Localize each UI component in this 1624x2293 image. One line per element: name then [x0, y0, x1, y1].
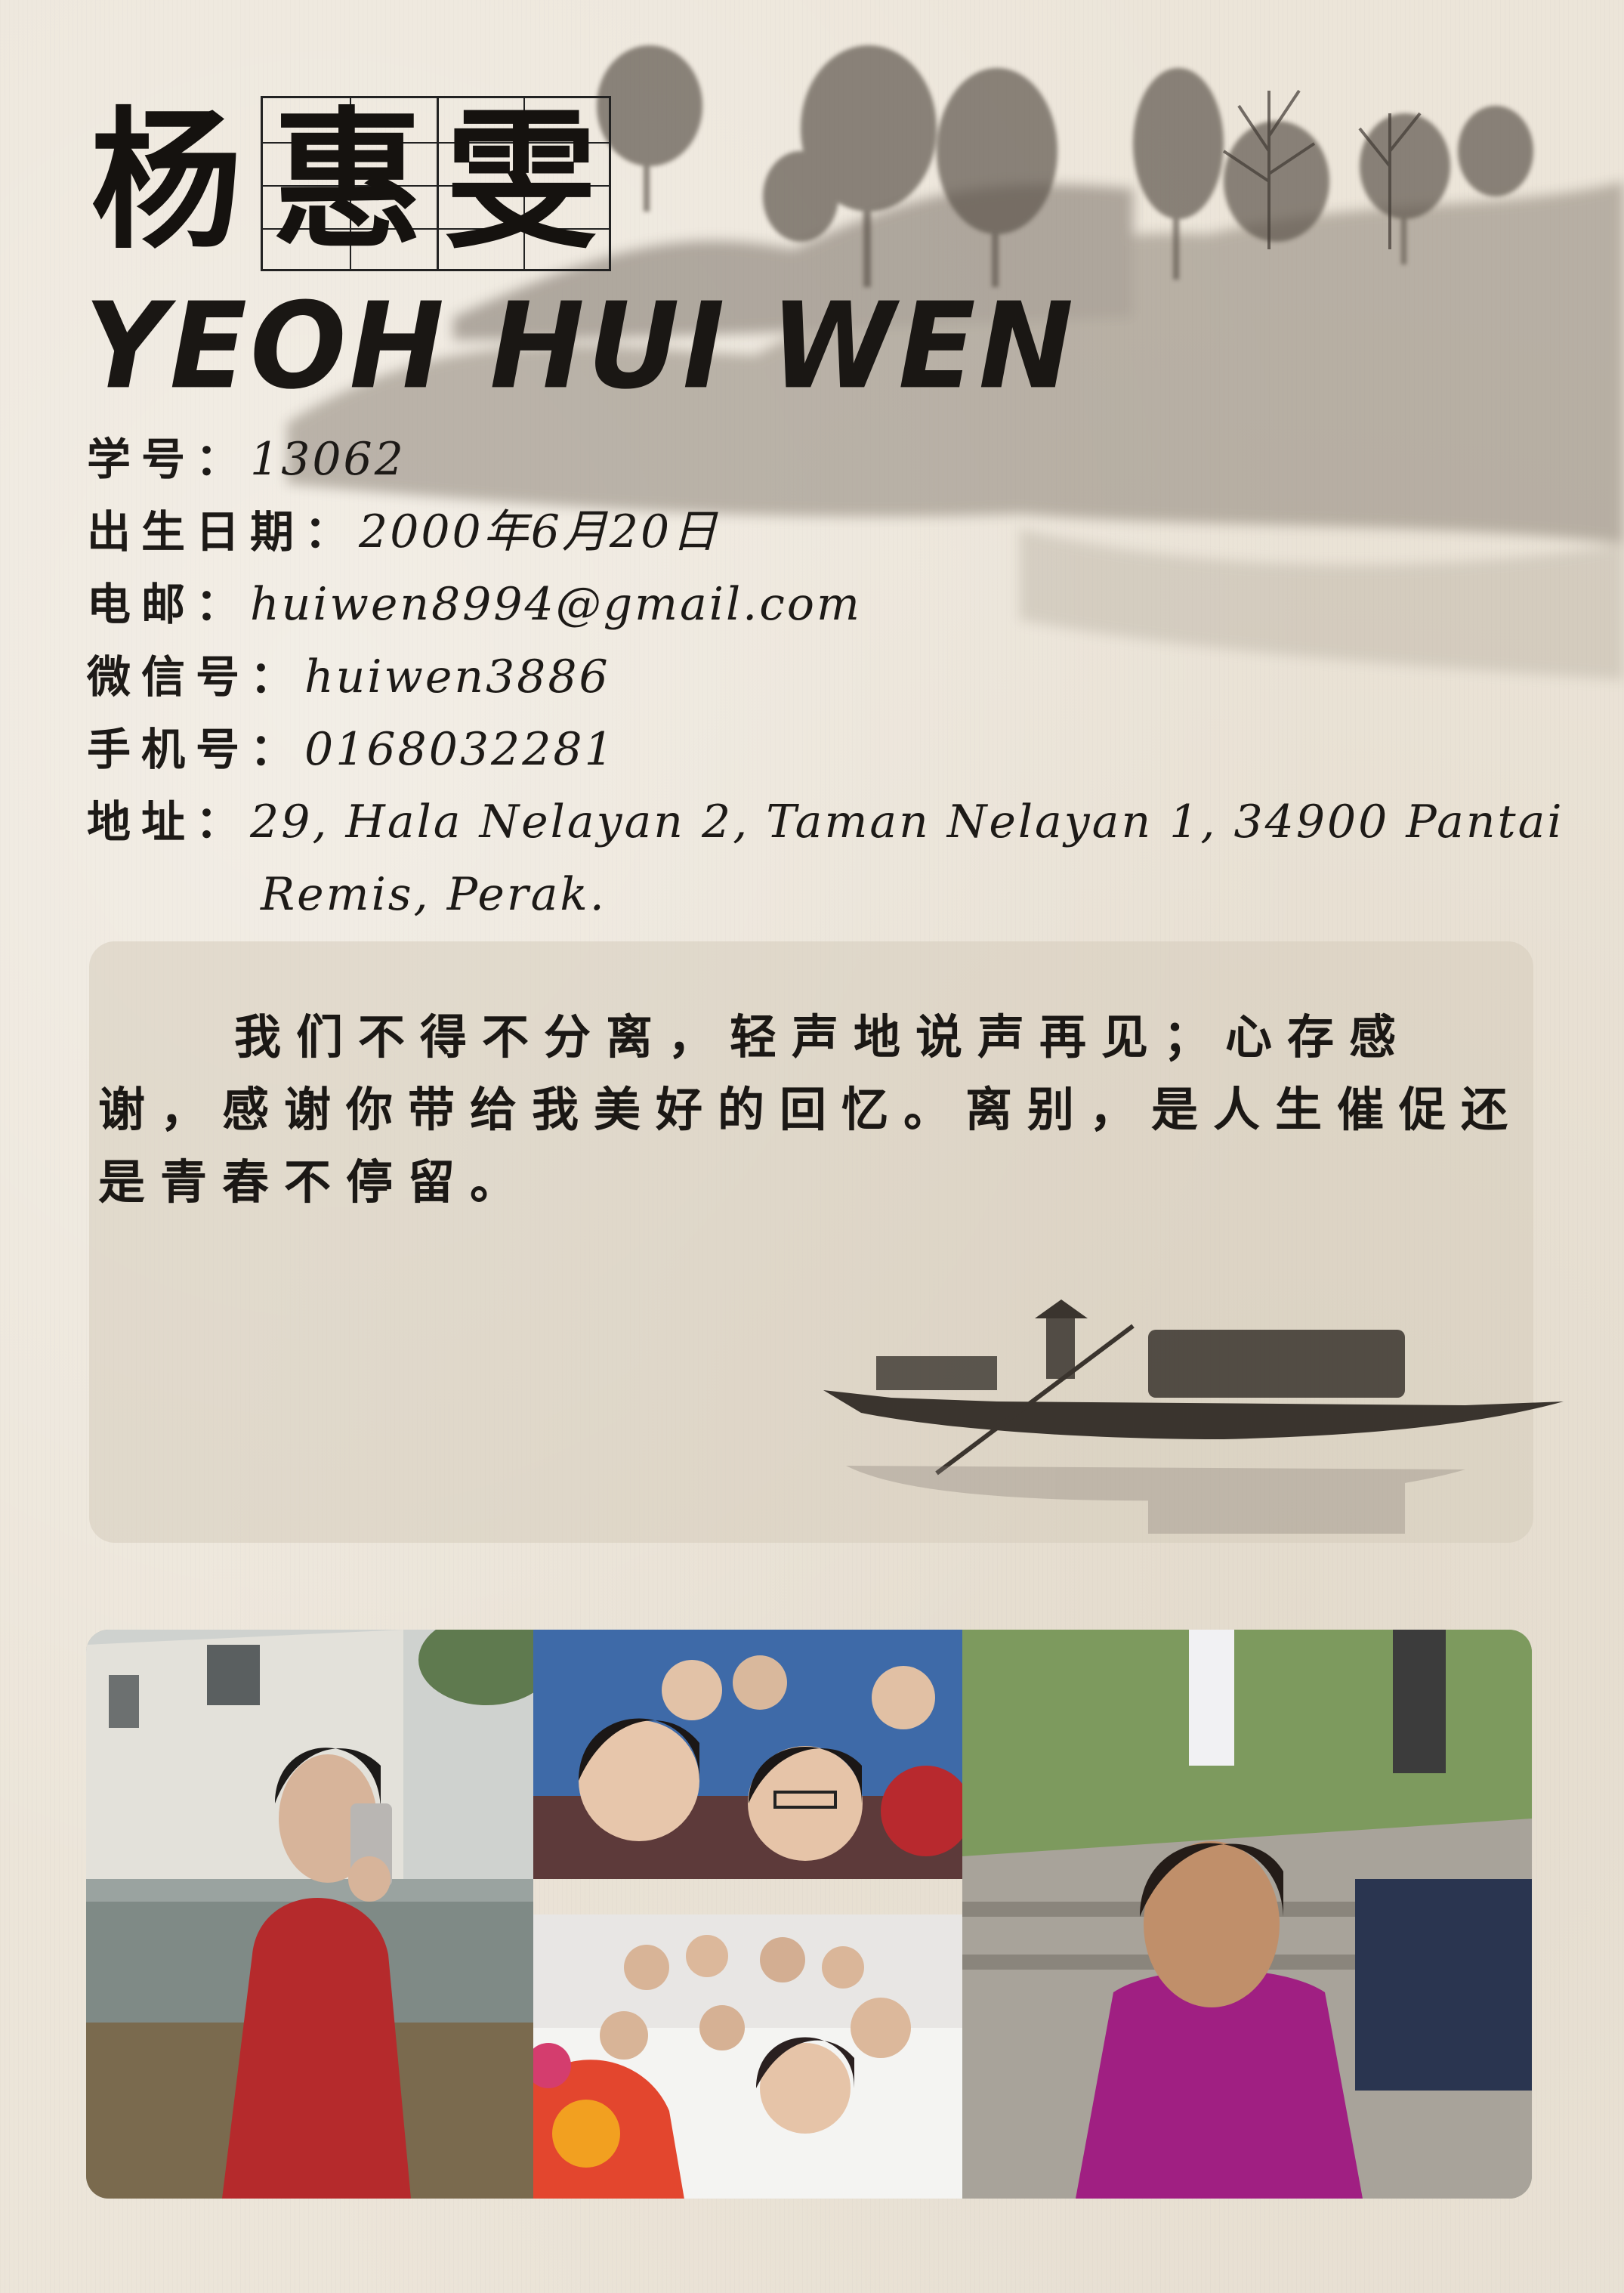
- wechat-row: 微信号： huiwen3886: [87, 641, 1522, 713]
- photo-girl-stadium-image: [962, 1630, 1532, 2199]
- chinese-given-name-2: 雯: [446, 94, 597, 268]
- address-row: 地址： 29, Hala Nelayan 2, Taman Nelayan 1,…: [87, 786, 1522, 858]
- photo-class-group-image: [533, 1914, 962, 2199]
- photo-class-group: [533, 1914, 962, 2199]
- address-line-1: 29, Hala Nelayan 2, Taman Nelayan 1, 349…: [250, 786, 1564, 858]
- photo-middle-column: [533, 1630, 962, 2199]
- chinese-name: 杨 惠 雯: [91, 87, 608, 276]
- email-value: huiwen8994@gmail.com: [250, 568, 862, 641]
- photo-girl-stadium: [962, 1630, 1532, 2199]
- farewell-quote: 我们不得不分离，轻声地说声再见；心存感谢，感谢你带给我美好的回忆。离别，是人生催…: [98, 1001, 1533, 1219]
- birthdate-value: 2000年6月20日: [359, 496, 719, 568]
- photo-girl-with-phone-image: [86, 1630, 533, 2199]
- address-row-2: Remis, Perak.: [87, 858, 1522, 931]
- student-id-row: 学号： 13062: [87, 423, 1522, 496]
- birthdate-label: 出生日期：: [87, 496, 359, 568]
- student-id-value: 13062: [250, 423, 406, 496]
- address-line-2: Remis, Perak.: [261, 858, 607, 931]
- phone-row: 手机号： 0168032281: [87, 713, 1522, 786]
- photo-collage: [86, 1630, 1532, 2199]
- wechat-value: huiwen3886: [304, 641, 610, 713]
- phone-value: 0168032281: [304, 713, 616, 786]
- photo-group-selfie: [533, 1630, 962, 1914]
- birthdate-row: 出生日期： 2000年6月20日: [87, 496, 1522, 568]
- wechat-label: 微信号：: [87, 641, 304, 713]
- boat-illustration: [801, 1284, 1571, 1602]
- student-id-label: 学号：: [87, 423, 250, 496]
- email-row: 电邮： huiwen8994@gmail.com: [87, 568, 1522, 641]
- chinese-given-name-1: 惠: [272, 94, 423, 268]
- photo-group-selfie-image: [533, 1630, 962, 1879]
- english-name: YEOH HUI WEN: [85, 278, 1076, 421]
- photo-girl-with-phone: [86, 1630, 533, 2199]
- address-label: 地址：: [87, 786, 250, 858]
- email-label: 电邮：: [87, 568, 250, 641]
- phone-label: 手机号：: [87, 713, 304, 786]
- personal-info: 学号： 13062 出生日期： 2000年6月20日 电邮： huiwen899…: [87, 423, 1522, 931]
- chinese-surname: 杨: [91, 94, 261, 268]
